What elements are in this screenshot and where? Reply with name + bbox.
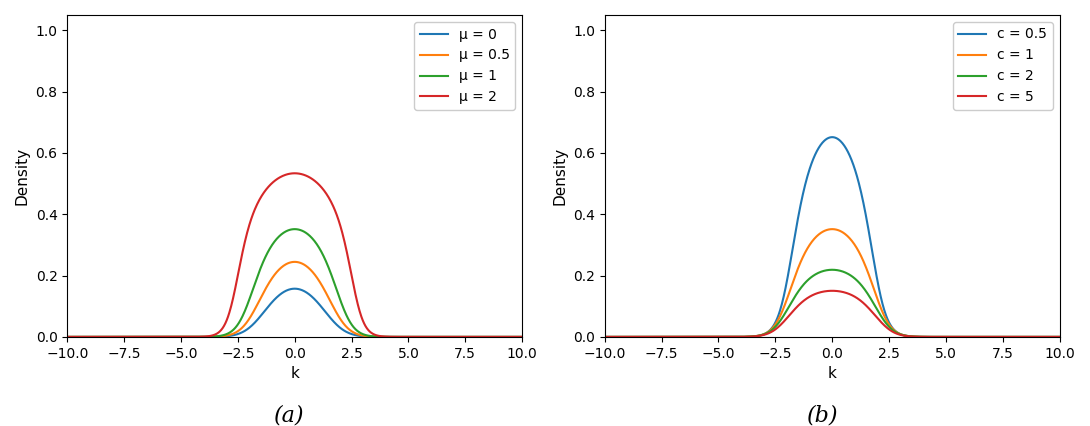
μ = 1 [424, 334, 437, 340]
μ = 1 [61, 334, 74, 340]
c = 2 [954, 334, 967, 340]
c = 1 [954, 334, 967, 340]
μ = 2 [244, 216, 257, 222]
c = 2 [783, 305, 796, 310]
c = 0.5 [799, 182, 812, 187]
c = 0.5 [783, 269, 796, 274]
c = 1 [1053, 334, 1066, 340]
c = 2 [911, 334, 924, 339]
μ = 2 [61, 334, 74, 340]
μ = 1 [516, 334, 529, 340]
Line: μ = 2: μ = 2 [68, 173, 522, 337]
c = 5 [961, 334, 974, 340]
c = 0.5 [1053, 334, 1066, 340]
Line: μ = 0: μ = 0 [68, 289, 522, 337]
Text: (b): (b) [808, 405, 838, 426]
c = 5 [825, 288, 838, 294]
c = 0.5 [911, 334, 924, 339]
c = 0.5 [954, 334, 967, 340]
Legend: μ = 0, μ = 0.5, μ = 1, μ = 2: μ = 0, μ = 0.5, μ = 1, μ = 2 [414, 22, 516, 110]
c = 5 [799, 297, 812, 302]
Line: c = 0.5: c = 0.5 [605, 137, 1059, 337]
Line: μ = 1: μ = 1 [68, 229, 522, 337]
μ = 0.5 [61, 334, 74, 340]
μ = 1 [289, 227, 302, 232]
c = 2 [825, 267, 838, 272]
Legend: c = 0.5, c = 1, c = 2, c = 5: c = 0.5, c = 1, c = 2, c = 5 [953, 22, 1053, 110]
μ = 0.5 [288, 259, 301, 265]
c = 5 [1053, 334, 1066, 340]
c = 0.5 [961, 334, 974, 340]
c = 5 [911, 334, 924, 339]
μ = 2 [516, 334, 529, 340]
c = 2 [799, 280, 812, 285]
c = 2 [598, 334, 611, 340]
μ = 0.5 [416, 334, 429, 340]
c = 0.5 [825, 135, 838, 140]
μ = 0.5 [262, 283, 275, 288]
μ = 0 [416, 334, 429, 340]
c = 2 [644, 334, 657, 340]
c = 1 [644, 334, 657, 340]
μ = 0 [374, 334, 387, 340]
Y-axis label: Density: Density [553, 147, 568, 205]
μ = 0.5 [424, 334, 437, 340]
c = 1 [598, 334, 611, 340]
μ = 0 [424, 334, 437, 340]
Line: c = 5: c = 5 [605, 291, 1059, 337]
μ = 0.5 [107, 334, 120, 340]
μ = 2 [262, 185, 275, 190]
μ = 2 [107, 334, 120, 340]
c = 2 [1053, 334, 1066, 340]
μ = 0 [262, 305, 275, 310]
Line: c = 2: c = 2 [605, 270, 1059, 337]
μ = 0.5 [244, 313, 257, 318]
Line: c = 1: c = 1 [605, 229, 1059, 337]
X-axis label: k: k [290, 366, 299, 381]
μ = 1 [262, 250, 275, 255]
c = 1 [826, 227, 839, 232]
c = 0.5 [598, 334, 611, 340]
c = 1 [961, 334, 974, 340]
c = 1 [911, 334, 924, 339]
μ = 0.5 [516, 334, 529, 340]
Text: (a): (a) [274, 405, 304, 426]
μ = 0 [61, 334, 74, 340]
μ = 2 [289, 171, 302, 176]
c = 2 [961, 334, 974, 340]
μ = 0.5 [374, 334, 387, 340]
c = 5 [644, 334, 657, 340]
μ = 2 [424, 334, 437, 340]
μ = 2 [374, 334, 387, 339]
c = 0.5 [644, 334, 657, 340]
c = 5 [954, 334, 967, 340]
Line: μ = 0.5: μ = 0.5 [68, 262, 522, 337]
μ = 0 [516, 334, 529, 340]
c = 5 [783, 314, 796, 319]
c = 1 [783, 291, 796, 296]
μ = 0 [107, 334, 120, 340]
μ = 1 [244, 291, 257, 296]
c = 1 [799, 250, 812, 255]
μ = 0 [288, 286, 301, 291]
c = 5 [598, 334, 611, 340]
μ = 0 [244, 323, 257, 328]
μ = 2 [416, 334, 429, 340]
μ = 1 [416, 334, 429, 340]
Y-axis label: Density: Density [15, 147, 31, 205]
X-axis label: k: k [827, 366, 837, 381]
μ = 1 [374, 334, 387, 339]
μ = 1 [107, 334, 120, 340]
